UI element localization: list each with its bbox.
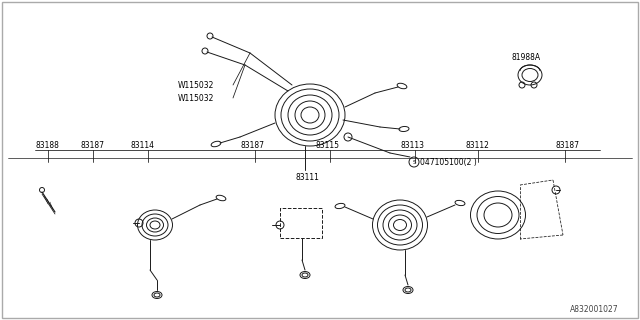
- Text: 83111: 83111: [295, 172, 319, 181]
- Text: 81988A: 81988A: [512, 52, 541, 61]
- Text: 83188: 83188: [35, 140, 59, 149]
- Text: 83114: 83114: [130, 140, 154, 149]
- Text: 83187: 83187: [240, 140, 264, 149]
- Text: 83187: 83187: [555, 140, 579, 149]
- Text: 83112: 83112: [465, 140, 489, 149]
- Bar: [280, 208, 322, 238]
- Text: W115032: W115032: [178, 81, 214, 90]
- Text: 83113: 83113: [400, 140, 424, 149]
- Text: A832001027: A832001027: [570, 306, 619, 315]
- Text: 83115: 83115: [315, 140, 339, 149]
- Text: W115032: W115032: [178, 93, 214, 102]
- Text: S: S: [412, 159, 416, 164]
- Text: 83187: 83187: [80, 140, 104, 149]
- Text: 047105100(2 ): 047105100(2 ): [420, 157, 477, 166]
